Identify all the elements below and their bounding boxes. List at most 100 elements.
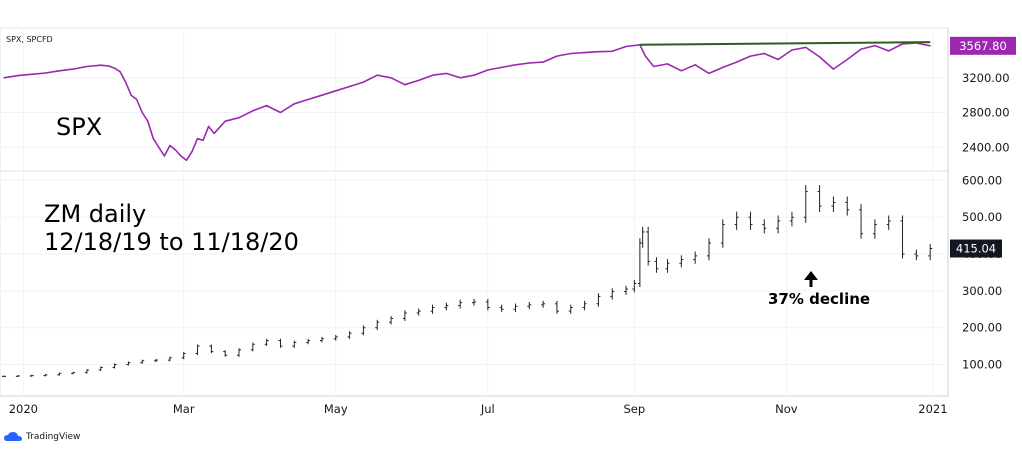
zm-ohlc-bar bbox=[665, 259, 670, 273]
zm-ohlc-bar bbox=[624, 285, 629, 295]
zm-ohlc-bar bbox=[29, 374, 34, 377]
x-gridlines bbox=[22, 28, 934, 396]
zm-ohlc-bar bbox=[928, 243, 933, 261]
spx-y-tick-label: 2400.00 bbox=[962, 140, 1010, 154]
tradingview-logo[interactable]: TradingView bbox=[4, 430, 80, 444]
spx-point bbox=[680, 70, 682, 72]
zm-ohlc-bar bbox=[430, 304, 435, 314]
zm-ohlc-bar bbox=[472, 298, 476, 306]
spx-point bbox=[722, 66, 724, 68]
spx-point bbox=[542, 61, 544, 63]
zm-ohlc-bar bbox=[789, 211, 794, 227]
zm-y-tick-label: 100.00 bbox=[962, 358, 1002, 372]
zm-ohlc-bar bbox=[734, 211, 739, 230]
zm-ohlc-bar bbox=[209, 344, 214, 354]
zm-ohlc-bar bbox=[140, 359, 145, 364]
zm-ohlc-bar bbox=[458, 299, 463, 309]
spx-point bbox=[583, 51, 586, 54]
spx-point bbox=[473, 74, 475, 76]
zm-ohlc-bar bbox=[71, 371, 76, 375]
zm-ohlc-bar bbox=[632, 279, 637, 293]
spx-point bbox=[431, 74, 434, 76]
spx-point bbox=[901, 43, 904, 45]
spx-point bbox=[31, 73, 33, 75]
zm-ohlc-bar bbox=[444, 302, 449, 311]
spx-point bbox=[141, 111, 143, 114]
spx-point bbox=[180, 155, 182, 157]
spx-point bbox=[252, 110, 254, 112]
zm-ohlc-bar bbox=[817, 185, 822, 213]
zm-ohlc-bar bbox=[195, 344, 200, 355]
spx-point bbox=[888, 50, 890, 52]
zm-ohlc-bar bbox=[720, 219, 725, 248]
zm-ohlc-bar bbox=[2, 375, 6, 378]
spx-point bbox=[185, 159, 188, 161]
spx-point bbox=[152, 137, 154, 140]
spx-y-tick-label: 3200.00 bbox=[962, 71, 1010, 85]
spx-point bbox=[86, 65, 88, 68]
zm-ohlc-bar bbox=[872, 219, 877, 239]
zm-gridlines bbox=[0, 179, 948, 366]
spx-point bbox=[196, 137, 199, 140]
spx-point bbox=[213, 132, 215, 134]
spx-point bbox=[597, 51, 600, 53]
zm-y-tick-label: 300.00 bbox=[962, 284, 1002, 298]
spx-point bbox=[653, 65, 655, 68]
spx-point bbox=[113, 67, 116, 69]
zm-ohlc-bar bbox=[361, 325, 366, 336]
spx-point bbox=[191, 151, 193, 153]
x-axis: 2020 Mar May Jul Sep Nov 2021 bbox=[9, 402, 948, 416]
zm-ohlc-bar bbox=[167, 356, 172, 362]
zm-ohlc-bar bbox=[582, 300, 587, 311]
spx-y-axis: 2400.00 2800.00 3200.00 bbox=[962, 71, 1010, 155]
zm-y-tick-label: 200.00 bbox=[962, 321, 1002, 335]
spx-point bbox=[100, 64, 102, 66]
up-arrow-icon bbox=[804, 271, 818, 287]
spx-point bbox=[238, 117, 240, 119]
spx-point bbox=[644, 55, 647, 57]
zm-ohlc-bar bbox=[126, 361, 131, 366]
zm-last-value-badge: 415.04 bbox=[950, 239, 1002, 258]
spx-point bbox=[501, 66, 503, 68]
spx-point bbox=[390, 77, 392, 79]
x-tick-label: Jul bbox=[480, 402, 495, 416]
spx-point bbox=[929, 45, 931, 47]
zm-y-tick-label: 600.00 bbox=[962, 173, 1002, 187]
x-tick-label: Nov bbox=[775, 402, 798, 416]
cloud-icon bbox=[4, 432, 22, 441]
zm-ohlc-bar bbox=[541, 300, 546, 308]
zm-ohlc-bar bbox=[250, 342, 255, 352]
spx-point bbox=[3, 77, 5, 79]
spx-point bbox=[777, 58, 779, 61]
spx-point bbox=[266, 104, 268, 107]
spx-point bbox=[108, 65, 110, 67]
zm-ohlc-bar bbox=[914, 249, 919, 261]
spx-point bbox=[736, 61, 738, 63]
spx-point bbox=[136, 98, 138, 101]
x-tick-label: 2020 bbox=[9, 402, 38, 416]
zm-ohlc-bar bbox=[485, 298, 490, 311]
spx-point bbox=[874, 45, 876, 47]
zm-ohlc-bar bbox=[43, 374, 48, 377]
spx-point bbox=[158, 146, 160, 148]
spx-point bbox=[791, 49, 793, 51]
spx-line bbox=[3, 42, 931, 162]
spx-point bbox=[694, 64, 696, 66]
zm-ohlc-bar bbox=[900, 215, 905, 259]
zm-ohlc-bar bbox=[646, 226, 651, 266]
spx-point bbox=[625, 45, 627, 48]
spx-point bbox=[459, 77, 461, 79]
zm-ohlc-bar bbox=[637, 238, 642, 288]
x-tick-label: 2021 bbox=[918, 402, 947, 416]
zm-ohlc-bar bbox=[306, 338, 311, 345]
zm-title-annotation: ZM daily bbox=[44, 200, 146, 228]
zm-ohlc-bar bbox=[264, 338, 269, 346]
spx-point bbox=[44, 72, 47, 74]
spx-point bbox=[362, 81, 365, 83]
spx-point bbox=[556, 55, 558, 57]
zm-ohlc-bar bbox=[748, 211, 753, 230]
zm-ohlc-bar bbox=[859, 204, 864, 239]
decline-annotation: 37% decline bbox=[768, 290, 870, 308]
zm-ohlc-bar bbox=[375, 319, 380, 330]
